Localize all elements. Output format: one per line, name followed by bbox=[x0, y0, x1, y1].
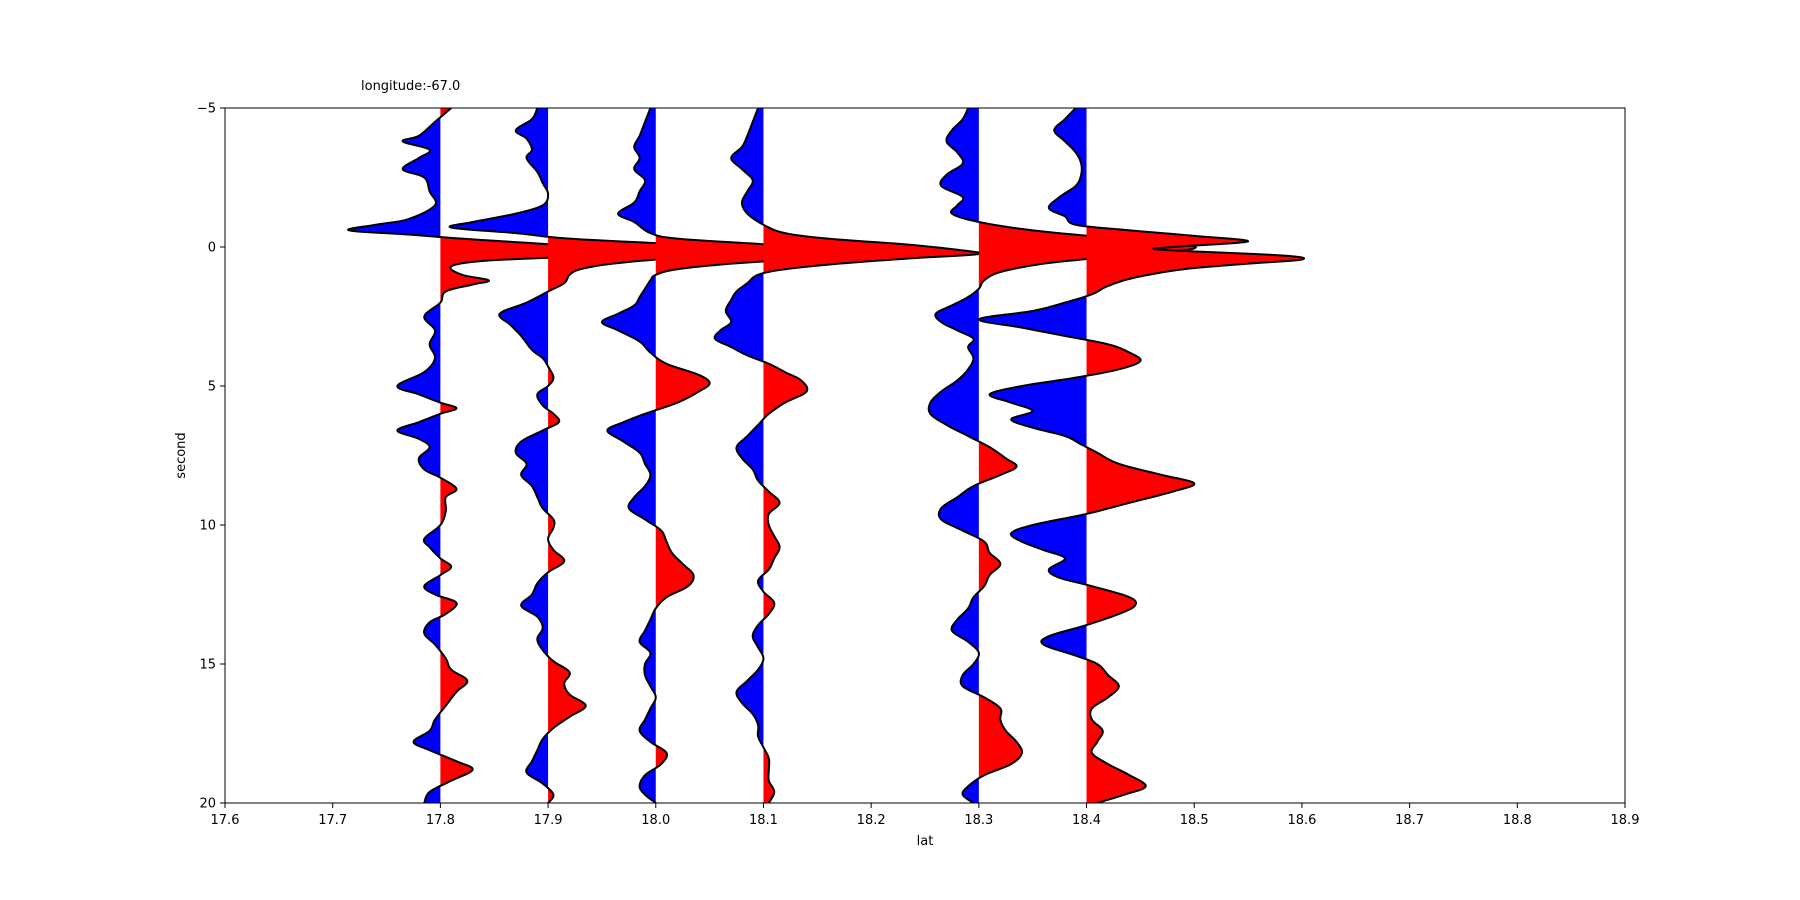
trace-line bbox=[600, 108, 873, 803]
x-tick-label: 17.8 bbox=[426, 813, 455, 828]
y-axis: −5 0 5 10 15 20 bbox=[197, 102, 225, 812]
x-tick-label: 18.7 bbox=[1395, 813, 1424, 828]
y-tick-label: 5 bbox=[208, 380, 216, 395]
y-tick-label: 10 bbox=[199, 519, 216, 534]
x-tick-label: 18.0 bbox=[641, 813, 670, 828]
traces-layer bbox=[347, 108, 1306, 803]
y-tick-label: −5 bbox=[197, 102, 216, 117]
trace-18.4 bbox=[977, 108, 1306, 803]
trace-line bbox=[977, 108, 1306, 803]
trace-positive-fill bbox=[440, 108, 639, 803]
y-axis-label: second bbox=[174, 432, 189, 478]
trace-line bbox=[347, 108, 640, 803]
x-tick-label: 18.5 bbox=[1180, 813, 1209, 828]
x-tick-label: 18.6 bbox=[1287, 813, 1316, 828]
x-tick-label: 18.9 bbox=[1611, 813, 1640, 828]
plot-frame bbox=[224, 107, 1626, 804]
trace-line bbox=[713, 108, 982, 803]
x-axis: 17.6 17.7 17.8 17.9 18.0 18.1 18.2 18.3 18.4 18.5… bbox=[211, 803, 1640, 828]
trace-negative-fill bbox=[601, 108, 656, 803]
trace-line bbox=[927, 108, 1197, 803]
x-tick-label: 18.3 bbox=[964, 813, 993, 828]
x-tick-label: 17.6 bbox=[211, 813, 240, 828]
trace-positive-fill bbox=[763, 108, 981, 803]
y-tick-label: 20 bbox=[199, 797, 216, 812]
trace-line bbox=[448, 108, 783, 803]
x-tick-label: 18.2 bbox=[857, 813, 886, 828]
trace-negative-fill bbox=[928, 108, 979, 803]
x-tick-label: 18.8 bbox=[1503, 813, 1532, 828]
chart-title: longitude:-67.0 bbox=[361, 79, 460, 94]
x-tick-label: 18.4 bbox=[1072, 813, 1101, 828]
trace-18.1 bbox=[713, 108, 982, 803]
x-axis-label: lat bbox=[917, 834, 934, 849]
y-tick-label: 0 bbox=[208, 241, 216, 256]
x-tick-label: 18.1 bbox=[749, 813, 778, 828]
trace-negative-fill bbox=[449, 108, 549, 803]
trace-negative-fill bbox=[714, 108, 764, 803]
trace-17.8 bbox=[347, 108, 640, 803]
x-tick-label: 17.9 bbox=[534, 813, 563, 828]
x-tick-label: 17.7 bbox=[318, 813, 347, 828]
y-tick-label: 15 bbox=[199, 658, 216, 673]
